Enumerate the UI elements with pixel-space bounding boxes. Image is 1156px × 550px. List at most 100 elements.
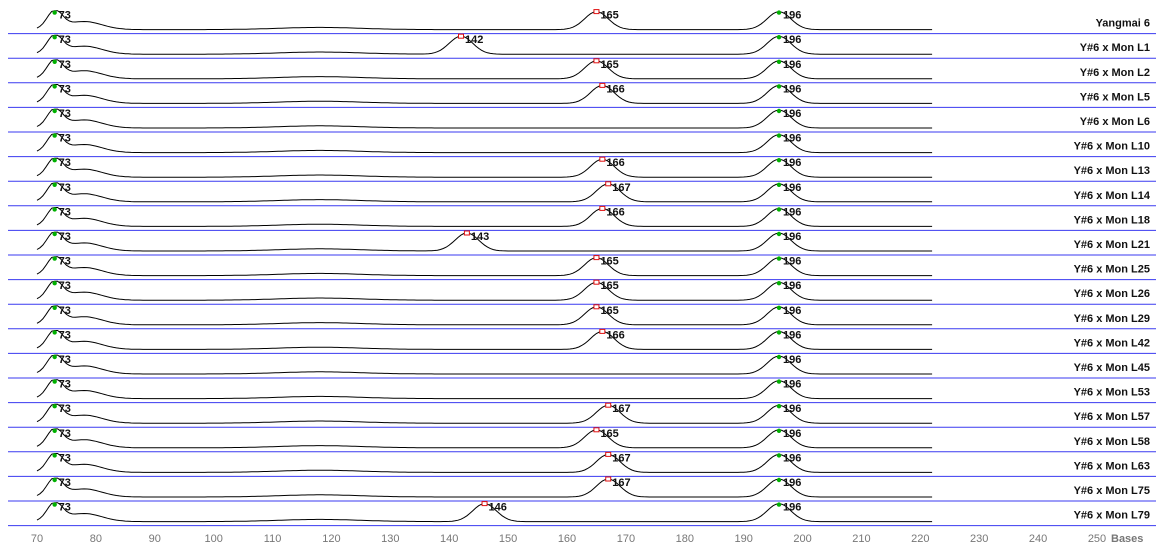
lane-label: Y#6 x Mon L26 (1074, 288, 1150, 300)
peak-marker (52, 281, 57, 286)
peak-label: 73 (59, 256, 71, 268)
peak-label: 73 (59, 354, 71, 366)
peak-marker (776, 281, 782, 286)
peak-label: 196 (783, 329, 801, 341)
x-tick-label: 130 (381, 533, 399, 545)
peak-label: 196 (783, 403, 801, 415)
peak-marker (776, 477, 782, 483)
peak-marker (52, 453, 57, 458)
x-tick-label: 150 (499, 533, 517, 545)
peak-marker (776, 10, 782, 15)
peak-marker (52, 231, 57, 237)
peak-marker (52, 502, 57, 507)
lane: 73 165 196 Y#6 x Mon L26 (8, 279, 1156, 305)
x-tick-label: 250 (1088, 533, 1106, 545)
peak-marker (52, 182, 57, 187)
peak-label: 196 (783, 256, 801, 268)
peak-marker (593, 255, 600, 261)
peak-marker (605, 476, 612, 482)
trace-line (36, 10, 933, 31)
peak-marker (776, 453, 782, 458)
peak-marker (593, 279, 600, 285)
trace-line (36, 34, 933, 55)
peak-marker (593, 9, 600, 15)
lane: 73 166 196 Y#6 x Mon L5 (8, 82, 1156, 108)
peak-label: 196 (783, 354, 801, 366)
peak-label: 166 (606, 206, 624, 218)
peak-marker (776, 35, 782, 40)
lane-label: Y#6 x Mon L6 (1080, 116, 1150, 128)
lane-label: Y#6 x Mon L1 (1080, 42, 1150, 54)
peak-label: 165 (600, 280, 618, 292)
peak-label: 196 (783, 280, 801, 292)
trace-line (36, 133, 933, 154)
peak-label: 73 (59, 59, 71, 71)
peak-marker (458, 33, 464, 39)
peak-marker (776, 182, 782, 187)
peak-label: 196 (783, 157, 801, 169)
peak-label: 196 (783, 428, 801, 440)
trace-line (36, 108, 933, 129)
peak-label: 73 (59, 231, 71, 243)
x-axis: 70 80 90 100 110 120 130 140 150 160 170 180 190 200 2… (31, 533, 1144, 545)
peak-label: 73 (59, 133, 71, 145)
peak-marker (52, 133, 57, 138)
peak-marker (593, 304, 600, 310)
peak-marker (776, 404, 782, 409)
lane: 73 165 196 Y#6 x Mon L2 (8, 58, 1156, 84)
peak-marker (776, 158, 782, 163)
lane: 73 146 196 Y#6 x Mon L79 (8, 501, 1156, 527)
peak-label: 167 (612, 403, 630, 415)
peak-marker (599, 328, 606, 334)
lane-label: Y#6 x Mon L21 (1074, 239, 1150, 251)
lane-label: Y#6 x Mon L2 (1080, 67, 1150, 79)
peak-marker (605, 402, 612, 408)
x-tick-label: 240 (1029, 533, 1047, 545)
peak-marker (52, 108, 57, 114)
peak-label: 73 (59, 280, 71, 292)
peak-label: 73 (59, 305, 71, 317)
peak-marker (52, 207, 57, 212)
peak-label: 73 (59, 502, 71, 514)
peak-label: 166 (606, 157, 624, 169)
x-tick-label: 180 (676, 533, 694, 545)
peak-label: 196 (783, 59, 801, 71)
peak-label: 196 (783, 10, 801, 22)
peak-label: 142 (465, 34, 483, 46)
peak-label: 73 (59, 206, 71, 218)
lane-label: Y#6 x Mon L13 (1074, 165, 1150, 177)
trace-line (36, 182, 933, 203)
peak-label: 196 (783, 477, 801, 489)
lane: 73 167 196 Y#6 x Mon L75 (8, 476, 1156, 502)
peak-label: 196 (783, 452, 801, 464)
lane: 73 166 196 Y#6 x Mon L42 (8, 328, 1156, 354)
peak-marker (463, 230, 470, 236)
lane-label: Y#6 x Mon L10 (1074, 141, 1150, 153)
peak-label: 73 (59, 329, 71, 341)
lane: 73 196 Y#6 x Mon L53 (8, 379, 1156, 404)
peak-marker (52, 330, 57, 335)
x-axis-label: Bases (1111, 533, 1143, 545)
trace-line (36, 256, 933, 277)
lane: 73 196 Y#6 x Mon L10 (8, 133, 1156, 158)
peak-marker (776, 207, 782, 212)
peak-marker (481, 501, 488, 507)
trace-line (36, 354, 933, 375)
peak-label: 73 (59, 34, 71, 46)
peak-marker (52, 477, 57, 483)
lane-label: Y#6 x Mon L75 (1074, 485, 1150, 497)
peak-marker (52, 10, 57, 15)
peak-marker (776, 59, 782, 64)
peak-marker (776, 256, 782, 261)
lane: 73 165 196 Y#6 x Mon L58 (8, 427, 1156, 453)
peak-label: 196 (783, 182, 801, 194)
trace-line (36, 330, 933, 350)
peak-label: 196 (783, 231, 801, 243)
lane-label: Y#6 x Mon L63 (1074, 460, 1150, 472)
peak-label: 165 (600, 428, 618, 440)
lane-label: Y#6 x Mon L45 (1074, 362, 1150, 374)
peak-marker (776, 330, 782, 335)
peak-label: 196 (783, 108, 801, 120)
peak-marker (776, 354, 782, 360)
peak-marker (52, 428, 57, 433)
